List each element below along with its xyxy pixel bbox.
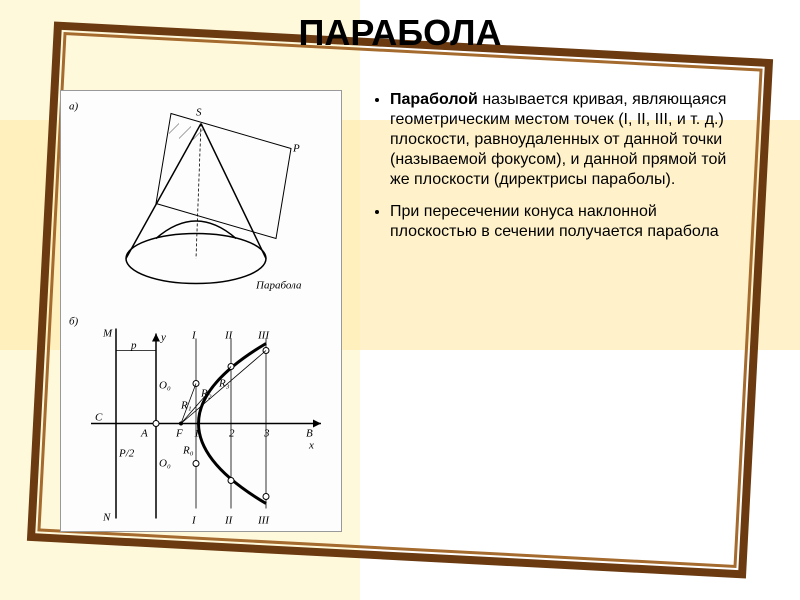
svg-text:C: C xyxy=(95,412,103,424)
svg-text:R₃: R₃ xyxy=(218,378,230,390)
svg-text:III: III xyxy=(257,330,270,342)
figure-a: a) S P xyxy=(61,91,341,306)
svg-text:O₀: O₀ xyxy=(159,380,171,392)
svg-text:N: N xyxy=(102,512,111,524)
fig-a-caption: Парабола xyxy=(255,280,302,292)
svg-text:M: M xyxy=(102,328,113,340)
svg-text:P/2: P/2 xyxy=(118,448,135,460)
svg-text:1: 1 xyxy=(194,428,200,440)
svg-text:R₁: R₁ xyxy=(180,400,192,412)
slide-title: ПАРАБОЛА xyxy=(0,12,800,54)
svg-text:p: p xyxy=(130,340,137,352)
figure-b: б) xyxy=(61,306,341,541)
svg-text:B: B xyxy=(306,428,313,440)
svg-text:II: II xyxy=(224,515,234,527)
fig-b-label: б) xyxy=(69,316,79,328)
svg-text:III: III xyxy=(257,515,270,527)
svg-text:A: A xyxy=(140,428,148,440)
bullet-2: При пересечении конуса наклонной плоскос… xyxy=(390,202,740,242)
fig-a-plane: P xyxy=(292,143,300,155)
svg-text:F: F xyxy=(175,428,183,440)
bullet-1-bold: Параболой xyxy=(390,91,478,108)
bullet-1: Параболой называется кривая, являющаяся … xyxy=(390,90,740,190)
svg-text:R₀: R₀ xyxy=(182,445,194,457)
svg-text:y: y xyxy=(160,332,166,344)
svg-text:x: x xyxy=(308,440,314,452)
fig-a-apex: S xyxy=(196,107,202,119)
figures-panel: a) S P xyxy=(60,90,342,532)
svg-text:3: 3 xyxy=(263,428,270,440)
svg-text:R₂: R₂ xyxy=(200,388,212,400)
svg-text:II: II xyxy=(224,330,234,342)
fig-a-label: a) xyxy=(69,101,79,113)
content-area: ПАРАБОЛА a) S P xyxy=(0,0,800,600)
text-block: Параболой называется кривая, являющаяся … xyxy=(370,90,740,254)
svg-text:2: 2 xyxy=(229,428,235,440)
svg-text:I: I xyxy=(191,515,197,527)
slide: ПАРАБОЛА a) S P xyxy=(0,0,800,600)
svg-text:O₀: O₀ xyxy=(159,458,171,470)
